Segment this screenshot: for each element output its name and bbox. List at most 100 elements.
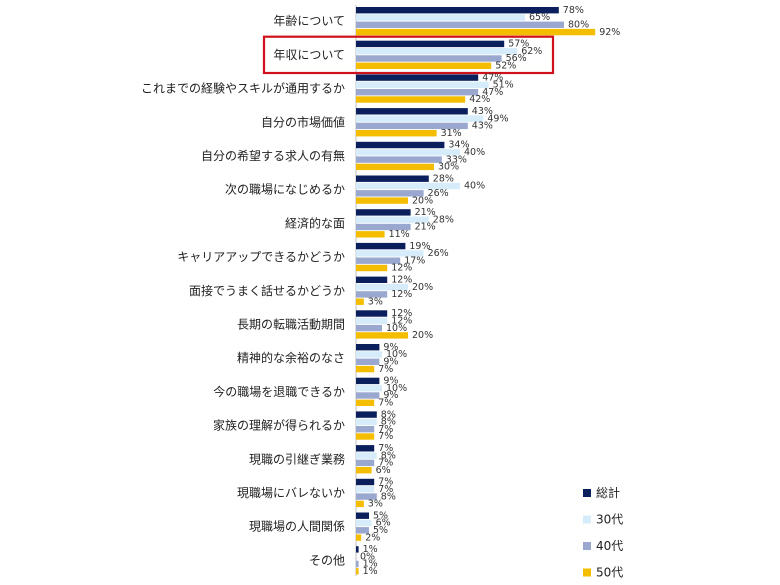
bar — [356, 399, 375, 406]
category-label: 長期の転職活動期間 — [237, 317, 345, 331]
data-label: 28% — [433, 173, 454, 184]
data-label: 17% — [404, 255, 425, 266]
bar — [356, 317, 388, 324]
bar — [356, 231, 385, 238]
data-label: 10% — [386, 383, 407, 394]
data-label: 51% — [493, 80, 514, 91]
bar — [356, 568, 359, 575]
data-label: 42% — [469, 94, 490, 105]
category-label: 現職の引継ぎ業務 — [249, 451, 345, 466]
bar — [356, 500, 364, 508]
bar — [356, 418, 377, 426]
bar — [356, 175, 429, 182]
bar — [356, 197, 408, 204]
bar — [356, 411, 377, 418]
data-label: 56% — [506, 53, 527, 64]
data-label: 43% — [472, 121, 493, 132]
bar — [356, 512, 369, 519]
category-label: 年齢について — [273, 13, 345, 28]
bar — [356, 141, 445, 149]
data-label: 21% — [415, 207, 436, 218]
data-label: 30% — [438, 162, 459, 173]
legend-swatch — [583, 489, 591, 497]
data-label: 31% — [441, 128, 462, 139]
bar — [356, 560, 359, 568]
bar — [356, 28, 596, 36]
bar — [356, 163, 434, 171]
bar — [356, 377, 380, 385]
data-label: 52% — [495, 61, 516, 72]
legend-swatch — [583, 568, 591, 577]
data-label: 12% — [391, 289, 412, 300]
bars-layer — [356, 7, 596, 575]
bar — [356, 365, 375, 373]
category-label: 自分の市場価値 — [261, 114, 345, 129]
data-label: 10% — [386, 323, 407, 334]
bar — [356, 310, 388, 317]
data-label: 49% — [487, 113, 508, 124]
data-label: 11% — [389, 229, 410, 240]
bar — [356, 478, 375, 486]
data-label: 5% — [373, 510, 388, 521]
data-label: 7% — [378, 458, 393, 469]
bar — [356, 7, 559, 14]
data-label: 8% — [381, 409, 396, 420]
category-label: キャリアアップできるかどうか — [177, 250, 345, 264]
data-label: 65% — [529, 12, 550, 23]
bar — [356, 433, 375, 440]
legend-label: 50代 — [596, 566, 623, 580]
bar — [356, 21, 564, 28]
category-label: その他 — [309, 553, 345, 567]
data-label: 40% — [464, 147, 485, 158]
category-label: 面接でうまく話せるかどうか — [189, 283, 345, 298]
data-label: 8% — [381, 450, 396, 461]
bar — [356, 298, 364, 305]
bar — [356, 291, 388, 298]
bar — [356, 283, 408, 291]
bar — [356, 493, 377, 500]
data-label: 7% — [378, 364, 393, 375]
data-label: 62% — [521, 46, 542, 57]
data-label: 9% — [383, 342, 398, 353]
category-label: 経済的な面 — [285, 215, 345, 230]
category-label: 現職場の人間関係 — [249, 520, 345, 534]
bar — [356, 74, 479, 81]
data-label: 3% — [368, 499, 383, 510]
bar — [356, 130, 437, 137]
category-label: 現職場にバレないか — [237, 486, 345, 500]
data-label: 40% — [464, 181, 485, 192]
legend-label: 40代 — [596, 539, 623, 553]
data-label: 10% — [386, 349, 407, 360]
data-label: 26% — [428, 248, 449, 259]
category-label: 次の職場になじめるか — [225, 183, 345, 197]
bar — [356, 459, 375, 467]
data-label: 21% — [415, 222, 436, 233]
data-label: 6% — [376, 518, 391, 529]
data-label: 7% — [378, 477, 393, 488]
data-label: 9% — [383, 390, 398, 401]
data-label: 7% — [378, 431, 393, 442]
bar — [356, 392, 380, 399]
bar — [356, 385, 382, 392]
legend: 総計 30代 40代 50代 — [583, 485, 623, 580]
bar — [356, 209, 411, 216]
bar — [356, 182, 460, 190]
bar — [356, 89, 479, 96]
data-label: 43% — [472, 106, 493, 117]
bar — [356, 519, 372, 527]
data-label: 7% — [378, 398, 393, 409]
data-label: 9% — [383, 376, 398, 387]
data-label: 7% — [378, 443, 393, 454]
data-label: 12% — [391, 308, 412, 319]
data-label: 34% — [448, 140, 469, 151]
bar — [356, 122, 468, 130]
bar — [356, 242, 406, 250]
data-label: 9% — [383, 357, 398, 368]
data-label: 8% — [381, 417, 396, 428]
bar — [356, 452, 377, 459]
data-label: 19% — [409, 241, 430, 252]
data-label: 20% — [412, 195, 433, 206]
bar — [356, 445, 375, 452]
data-label: 47% — [482, 87, 503, 98]
bar — [356, 546, 359, 553]
